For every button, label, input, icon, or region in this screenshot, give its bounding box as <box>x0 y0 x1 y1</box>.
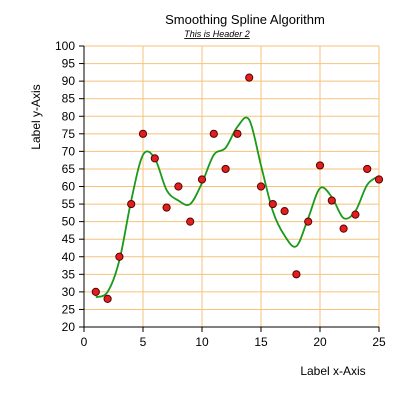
data-point-5 <box>138 129 148 138</box>
y-axis-label: Label y-Axis <box>29 84 43 149</box>
chart-title: Smoothing Spline Algorithm <box>165 12 325 27</box>
data-point-8 <box>174 182 183 191</box>
data-point-2 <box>103 294 112 303</box>
data-point-13 <box>233 129 242 138</box>
grid <box>83 45 380 328</box>
data-point-1 <box>91 287 100 296</box>
smoothing-curve <box>95 116 380 299</box>
data-point-23 <box>351 210 360 219</box>
y-tick-label-30: 30 <box>62 285 76 299</box>
data-point-18 <box>292 270 301 279</box>
y-tick-label-70: 70 <box>62 144 76 158</box>
data-point-22 <box>339 224 348 233</box>
y-tick-label-65: 65 <box>62 162 76 176</box>
x-tick-label-15: 15 <box>254 335 268 349</box>
x-tick-label-25: 25 <box>372 335 386 349</box>
y-tick-label-55: 55 <box>62 197 76 211</box>
chart-subtitle: This is Header 2 <box>184 29 250 39</box>
y-tick-label-40: 40 <box>62 250 76 264</box>
data-point-24 <box>363 164 372 174</box>
y-tick-label-25: 25 <box>62 302 76 316</box>
x-tick-label-20: 20 <box>313 335 327 349</box>
y-tick-label-85: 85 <box>62 92 76 106</box>
data-points <box>91 73 384 303</box>
data-point-3 <box>115 252 124 261</box>
y-tick-label-100: 100 <box>55 39 75 53</box>
data-point-21 <box>327 196 336 205</box>
y-tick-label-35: 35 <box>62 267 76 281</box>
data-point-15 <box>256 182 266 191</box>
y-tick-label-50: 50 <box>62 215 76 229</box>
smoothing-curve-layer <box>95 116 380 299</box>
y-tick-label-20: 20 <box>62 320 76 334</box>
y-tick-label-95: 95 <box>62 57 76 71</box>
data-point-19 <box>304 217 313 226</box>
x-axis-label: Label x-Axis <box>300 364 365 378</box>
y-tick-label-45: 45 <box>62 232 76 246</box>
data-point-14 <box>245 73 254 82</box>
x-tick-label-5: 5 <box>140 335 147 349</box>
data-point-4 <box>127 199 136 209</box>
data-point-16 <box>268 199 277 209</box>
y-tick-label-90: 90 <box>62 74 76 88</box>
x-tick-label-0: 0 <box>81 335 88 349</box>
data-point-10 <box>197 175 207 184</box>
y-tick-label-75: 75 <box>62 127 76 141</box>
data-point-12 <box>221 164 230 174</box>
data-point-6 <box>150 154 159 163</box>
y-tick-label-60: 60 <box>62 180 76 194</box>
y-axis-ticks: 20 25 30 35 40 45 50 55 60 65 70 75 80 85 90 95 100 <box>55 39 84 334</box>
data-point-20 <box>315 161 325 170</box>
data-point-9 <box>186 217 195 226</box>
data-point-11 <box>209 129 218 138</box>
y-tick-label-80: 80 <box>62 109 76 123</box>
data-point-25 <box>374 175 384 184</box>
data-point-17 <box>280 206 289 216</box>
data-point-7 <box>162 203 171 212</box>
x-tick-label-10: 10 <box>195 335 209 349</box>
x-axis-ticks: 0 5 10 15 20 25 <box>81 327 386 349</box>
